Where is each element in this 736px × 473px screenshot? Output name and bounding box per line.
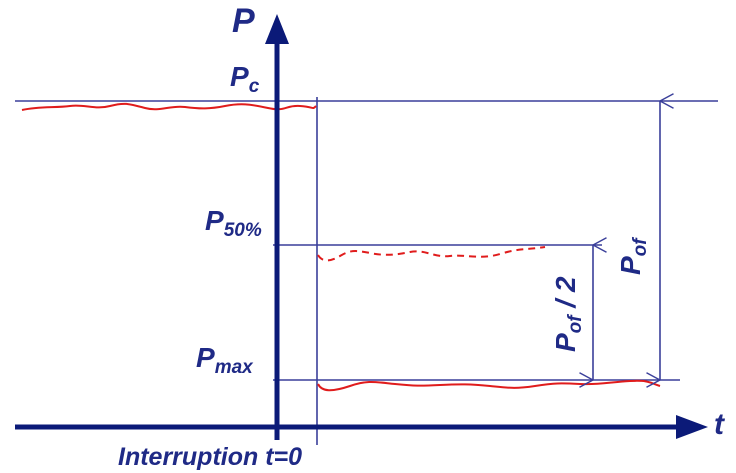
- pc-label: Pc: [230, 61, 260, 97]
- y-axis-arrowhead: [265, 14, 289, 44]
- interruption-label: Interruption t=0: [118, 443, 302, 471]
- x-axis-label: t: [714, 408, 726, 441]
- y-axis-label: P: [232, 2, 255, 40]
- pressure-after-interruption-trace: [317, 379, 661, 392]
- x-axis-arrowhead: [676, 415, 708, 439]
- pof-label: Pof: [615, 237, 651, 275]
- pmax-label: Pmax: [196, 342, 254, 378]
- pressure-before-interruption-trace: [21, 102, 317, 111]
- pof-half-label: Pof / 2: [550, 276, 586, 352]
- p50-label: P50%: [205, 205, 262, 241]
- pressure-at-50-percent-trace: [317, 246, 546, 262]
